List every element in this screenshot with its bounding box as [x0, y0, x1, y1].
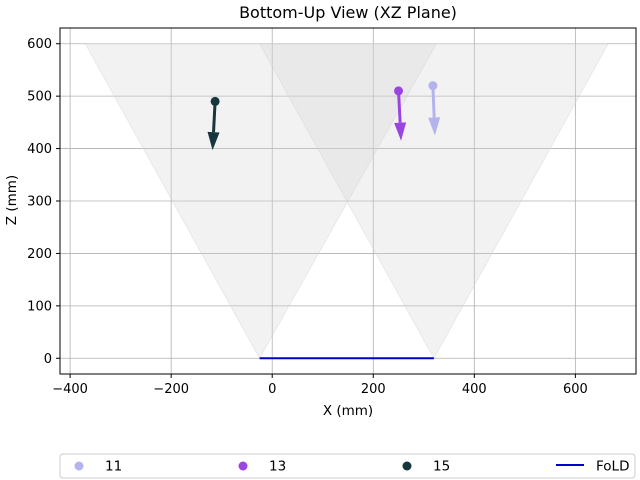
y-tick-label: 0: [44, 352, 52, 367]
arrow-shaft-11: [431, 85, 436, 118]
x-tick-label: 600: [563, 382, 588, 397]
legend-label-13: 13: [269, 459, 286, 475]
legend-marker-11: [74, 461, 84, 471]
chart-title: Bottom-Up View (XZ Plane): [239, 3, 457, 22]
arrow-shaft-13: [397, 90, 402, 123]
x-axis-label: X (mm): [323, 403, 373, 419]
y-tick-label: 300: [27, 195, 52, 210]
fov-cone-2: [258, 43, 609, 360]
x-tick-label: −200: [153, 382, 189, 397]
point-11: [428, 81, 438, 91]
legend-label-15: 15: [433, 459, 450, 475]
y-tick-label: 600: [27, 37, 52, 52]
legend-label-11: 11: [105, 459, 122, 475]
y-tick-label: 400: [27, 142, 52, 157]
y-tick-label: 500: [27, 90, 52, 105]
y-tick-label: 200: [27, 247, 52, 262]
plot-area: −400 −200 0 200 400 600 0 100 200 300 400 500 600: [27, 27, 637, 397]
point-13: [394, 86, 404, 96]
x-tick-label: 0: [268, 382, 276, 397]
legend-marker-15: [402, 461, 412, 471]
point-15: [210, 96, 220, 106]
x-tick-label: 400: [462, 382, 487, 397]
y-tick-label: 100: [27, 299, 52, 314]
legend-label-fold: FoLD: [596, 459, 629, 475]
arrow-head-15: [207, 131, 220, 151]
legend-marker-13: [238, 461, 248, 471]
x-tick-label: 200: [361, 382, 386, 397]
legend: 11 13 15 FoLD: [59, 453, 636, 479]
arrow-head-11: [428, 117, 441, 136]
arrow-head-13: [394, 122, 407, 141]
y-axis-label: Z (mm): [4, 175, 20, 225]
arrow-shaft-15: [212, 101, 217, 133]
legend-frame: [59, 453, 636, 479]
x-tick-label: −400: [52, 382, 88, 397]
